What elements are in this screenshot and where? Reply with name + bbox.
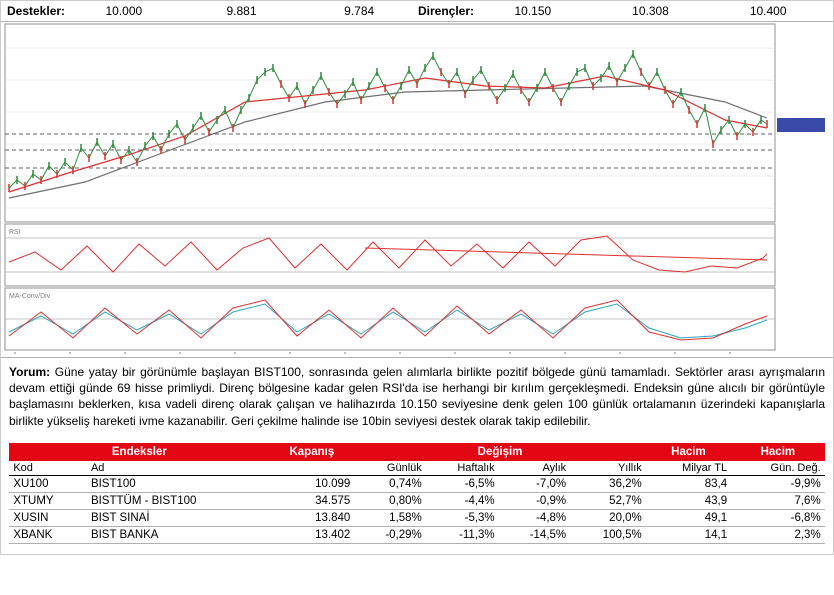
- price-chart-area: RSI MA-Conv/Div: [1, 22, 833, 358]
- table-header-main: Endeksler Kapanış Değişim Hacim Hacim: [9, 443, 824, 461]
- table-cell: BIST BANKA: [87, 526, 270, 543]
- table-cell: -9,9%: [731, 475, 825, 492]
- resists-label: Dirençler:: [418, 4, 474, 18]
- table-cell: XTUMY: [9, 492, 87, 509]
- support-3: 9.784: [300, 4, 418, 18]
- hdr-hacim2: Hacim: [731, 443, 825, 461]
- table-cell: 20,0%: [570, 509, 646, 526]
- table-cell: BISTTÜM - BIST100: [87, 492, 270, 509]
- table-cell: 100,5%: [570, 526, 646, 543]
- table-cell: 52,7%: [570, 492, 646, 509]
- table-cell: -4,4%: [426, 492, 499, 509]
- table-cell: 36,2%: [570, 475, 646, 492]
- table-cell: -7,0%: [499, 475, 570, 492]
- hdr-hacim: Hacim: [646, 443, 731, 461]
- table-cell: -4,8%: [499, 509, 570, 526]
- table-cell: BIST SINAİ: [87, 509, 270, 526]
- hdr-degisim: Değişim: [354, 443, 645, 461]
- commentary-text: Güne yatay bir görünümle başlayan BIST10…: [9, 365, 825, 428]
- svg-text:RSI: RSI: [9, 229, 21, 236]
- resist-2: 10.308: [592, 4, 710, 18]
- indices-table: Endeksler Kapanış Değişim Hacim Hacim Ko…: [9, 443, 824, 544]
- support-resistance-row: Destekler: 10.000 9.881 9.784 Dirençler:…: [1, 1, 833, 22]
- table-cell: XBANK: [9, 526, 87, 543]
- table-cell: -0,29%: [354, 526, 425, 543]
- table-cell: BIST100: [87, 475, 270, 492]
- hdr-endeksler: Endeksler: [9, 443, 269, 461]
- sub-gunluk: Günlük: [354, 461, 425, 476]
- table-cell: 13.840: [269, 509, 354, 526]
- sub-aylik: Aylık: [499, 461, 570, 476]
- table-cell: -11,3%: [426, 526, 499, 543]
- table-row: XUSINBIST SINAİ13.8401,58%-5,3%-4,8%20,0…: [9, 509, 824, 526]
- sub-ad: Ad: [87, 461, 270, 476]
- table-cell: -0,9%: [499, 492, 570, 509]
- table-header-sub: Kod Ad Günlük Haftalık Aylık Yıllık Mily…: [9, 461, 824, 476]
- support-2: 9.881: [183, 4, 301, 18]
- table-cell: 49,1: [646, 509, 731, 526]
- table-cell: -14,5%: [499, 526, 570, 543]
- sub-gundeg: Gün. Değ.: [731, 461, 825, 476]
- table-cell: -5,3%: [426, 509, 499, 526]
- resist-3: 10.400: [709, 4, 827, 18]
- hdr-kapanis: Kapanış: [269, 443, 354, 461]
- table-cell: 0,74%: [354, 475, 425, 492]
- sub-kod: Kod: [9, 461, 87, 476]
- table-cell: 13.402: [269, 526, 354, 543]
- table-cell: -6,5%: [426, 475, 499, 492]
- supports-label: Destekler:: [7, 4, 65, 18]
- table-cell: 1,58%: [354, 509, 425, 526]
- commentary-label: Yorum:: [9, 365, 50, 379]
- table-row: XTUMYBISTTÜM - BIST10034.5750,80%-4,4%-0…: [9, 492, 824, 509]
- svg-text:MA-Conv/Div: MA-Conv/Div: [9, 293, 51, 300]
- table-cell: XU100: [9, 475, 87, 492]
- resist-1: 10.150: [474, 4, 592, 18]
- table-cell: 7,6%: [731, 492, 825, 509]
- table-cell: 0,80%: [354, 492, 425, 509]
- table-cell: 14,1: [646, 526, 731, 543]
- table-cell: XUSIN: [9, 509, 87, 526]
- table-cell: 43,9: [646, 492, 731, 509]
- sub-milyar: Milyar TL: [646, 461, 731, 476]
- sub-yillik: Yıllık: [570, 461, 646, 476]
- commentary-block: Yorum: Güne yatay bir görünümle başlayan…: [1, 358, 833, 439]
- table-cell: 83,4: [646, 475, 731, 492]
- table-row: XU100BIST10010.0990,74%-6,5%-7,0%36,2%83…: [9, 475, 824, 492]
- table-row: XBANKBIST BANKA13.402-0,29%-11,3%-14,5%1…: [9, 526, 824, 543]
- sub-haftalik: Haftalık: [426, 461, 499, 476]
- report-panel: Destekler: 10.000 9.881 9.784 Dirençler:…: [0, 0, 834, 555]
- support-1: 10.000: [65, 4, 183, 18]
- table-cell: -6,8%: [731, 509, 825, 526]
- table-cell: 10.099: [269, 475, 354, 492]
- table-cell: 2,3%: [731, 526, 825, 543]
- table-cell: 34.575: [269, 492, 354, 509]
